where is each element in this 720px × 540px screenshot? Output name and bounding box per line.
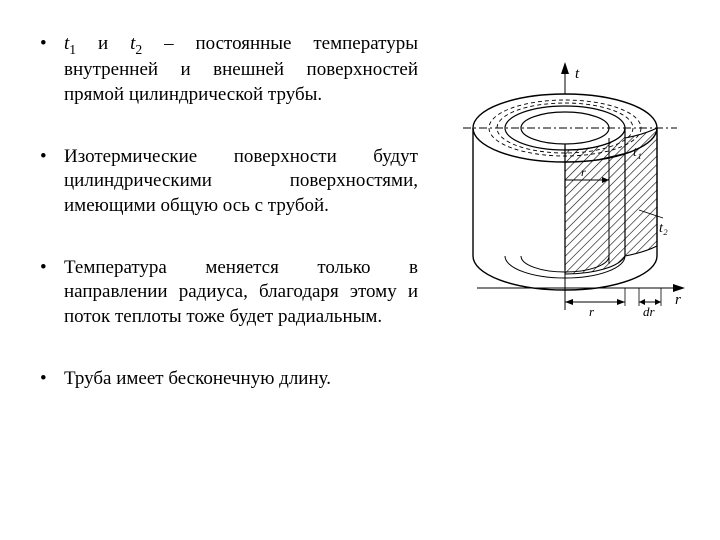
- bullet-list: t1 и t2 – постоянные температуры внутрен…: [38, 32, 418, 391]
- text-column: t1 и t2 – постоянные температуры внутрен…: [38, 32, 418, 429]
- tube-diagram: t r t₁ t: [447, 60, 692, 345]
- text-and: и: [76, 33, 130, 54]
- bullet-item-4: Труба имеет бесконечную длину.: [38, 367, 418, 391]
- label-r-axis: r: [675, 292, 681, 308]
- bullet-item-1: t1 и t2 – постоянные температуры внутрен…: [38, 32, 418, 107]
- bullet-item-2: Изотермические поверхности будут цилиндр…: [38, 145, 418, 218]
- label-dr: dr: [643, 304, 656, 319]
- bullet-item-3: Температура меняется только в направлени…: [38, 256, 418, 329]
- label-t2: t₂: [659, 221, 668, 236]
- label-r-inner: r: [589, 304, 595, 319]
- label-t1: t₁: [633, 145, 642, 160]
- label-r-mid: r: [581, 165, 586, 179]
- tube-svg-icon: t r t₁ t: [447, 60, 692, 345]
- label-t-axis: t: [575, 66, 580, 82]
